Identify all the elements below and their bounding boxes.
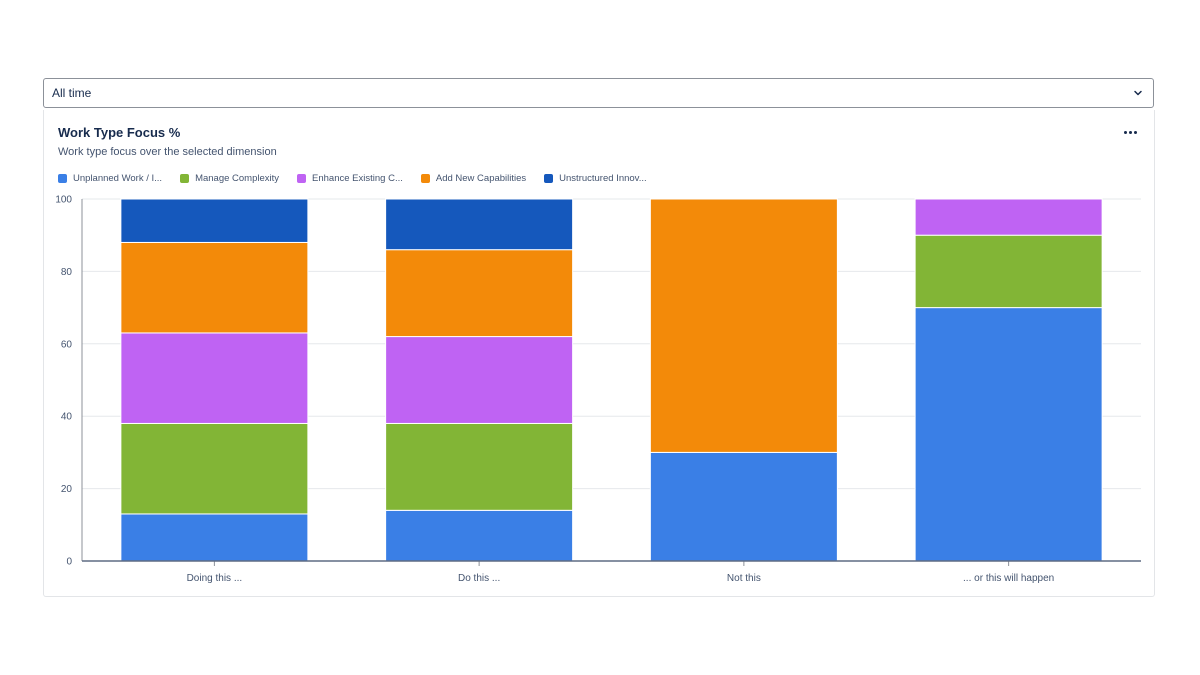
- legend-label: Enhance Existing C...: [312, 173, 403, 184]
- legend-swatch: [420, 174, 430, 183]
- bar-segment[interactable]: [385, 509, 574, 562]
- bar-segment[interactable]: [120, 198, 309, 243]
- x-tick-label: Do this ...: [458, 573, 500, 584]
- bar-segment[interactable]: [120, 241, 309, 334]
- chevron-down-icon: [1131, 86, 1145, 100]
- bar-segment[interactable]: [914, 234, 1103, 309]
- bar-segment[interactable]: [649, 198, 838, 453]
- bar-segment[interactable]: [385, 198, 574, 251]
- legend-label: Manage Complexity: [195, 173, 280, 184]
- y-tick-label: 80: [61, 267, 73, 278]
- bar-segment[interactable]: [120, 513, 309, 562]
- x-tick-label: Not this: [727, 573, 761, 584]
- bar-segment[interactable]: [120, 422, 309, 515]
- legend-label: Unplanned Work / I...: [73, 173, 163, 184]
- legend-swatch: [297, 174, 307, 183]
- chart-title: Work Type Focus %: [58, 125, 181, 140]
- y-tick-label: 40: [61, 412, 73, 423]
- time-range-value: All time: [52, 86, 92, 100]
- legend-item[interactable]: Manage Complexity: [180, 173, 279, 184]
- bar-segment[interactable]: [649, 451, 838, 562]
- legend-label: Add New Capabilities: [435, 173, 527, 184]
- chart-legend: Unplanned Work / I... Manage Complexity En…: [58, 173, 647, 184]
- y-tick-label: 0: [66, 557, 72, 568]
- legend-label: Unstructured Innov...: [559, 173, 647, 184]
- y-tick-label: 100: [55, 195, 72, 206]
- legend-item[interactable]: Enhance Existing C...: [297, 173, 403, 184]
- chart-subtitle: Work type focus over the selected dimens…: [58, 146, 277, 158]
- legend-item[interactable]: Add New Capabilities: [420, 173, 527, 184]
- x-tick-label: ... or this will happen: [963, 573, 1054, 584]
- bar-segment[interactable]: [914, 198, 1103, 236]
- x-tick-label: Doing this ...: [187, 573, 243, 584]
- legend-swatch: [544, 174, 554, 183]
- bar-segment[interactable]: [914, 307, 1103, 562]
- bar-segment[interactable]: [385, 336, 574, 424]
- legend-swatch: [180, 174, 190, 183]
- bar-segment[interactable]: [120, 332, 309, 424]
- bar-segment[interactable]: [385, 422, 574, 511]
- time-range-select[interactable]: All time: [43, 78, 1154, 108]
- y-tick-label: 60: [61, 339, 73, 350]
- legend-item[interactable]: Unplanned Work / I...: [58, 173, 162, 184]
- more-options-icon[interactable]: [1120, 124, 1140, 140]
- legend-swatch: [58, 174, 67, 183]
- bar-segment[interactable]: [385, 249, 574, 338]
- legend-item[interactable]: Unstructured Innov...: [544, 173, 647, 184]
- y-tick-label: 20: [61, 484, 73, 495]
